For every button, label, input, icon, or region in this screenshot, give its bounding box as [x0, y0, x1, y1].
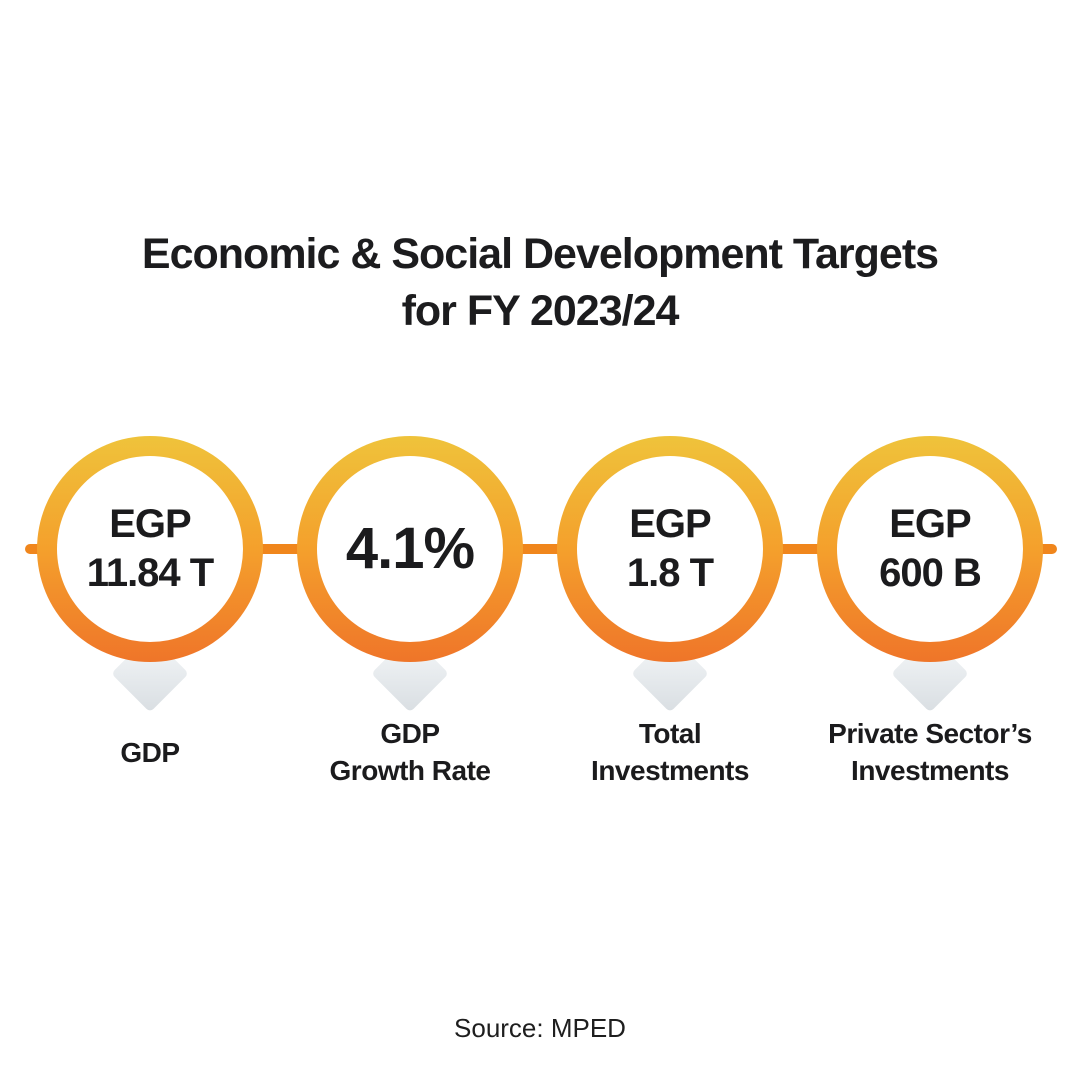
connector-line: [25, 544, 1057, 554]
kpi-label-gdp: GDP: [37, 714, 263, 790]
kpi-circles-row: EGP 11.84 T 4.1% EGP 1.8 T EGP 600 B: [0, 436, 1080, 713]
kpi-label-private-sector-investments: Private Sector’s Investments: [817, 714, 1043, 790]
kpi-value-gdp: EGP 11.84 T: [57, 456, 243, 642]
page-title-line1: Economic & Social Development Targets: [141, 230, 939, 278]
kpi-value-line1: 4.1%: [345, 516, 475, 581]
kpi-value-line1: EGP: [109, 502, 191, 546]
kpi-value-total-investments: EGP 1.8 T: [577, 456, 763, 642]
kpi-circle-gdp-growth-rate: 4.1%: [297, 436, 523, 713]
kpi-circle-total-investments: EGP 1.8 T: [557, 436, 783, 713]
kpi-label-gdp-growth-rate: GDP Growth Rate: [297, 714, 523, 790]
kpi-label-total-investments: Total Investments: [557, 714, 783, 790]
kpi-circle-gdp: EGP 11.84 T: [37, 436, 263, 713]
kpi-value-line1: EGP: [629, 502, 711, 546]
kpi-circle-private-sector-investments: EGP 600 B: [817, 436, 1043, 713]
kpi-value-private-sector-investments: EGP 600 B: [837, 456, 1023, 642]
page-title: Economic & Social Development Targets fo…: [0, 226, 1080, 340]
kpi-label-line1: Total: [638, 718, 702, 749]
kpi-value-line1: EGP: [889, 502, 971, 546]
kpi-label-line2: Growth Rate: [329, 755, 491, 786]
kpi-label-line1: GDP: [120, 736, 180, 768]
kpi-value-gdp-growth-rate: 4.1%: [317, 456, 503, 642]
kpi-labels-row: GDP GDP Growth Rate Total Investments Pr…: [0, 714, 1080, 790]
kpi-value-line2: 11.84 T: [86, 551, 214, 595]
kpi-value-line2: 1.8 T: [626, 551, 714, 595]
kpi-value-line2: 600 B: [879, 551, 982, 595]
page-title-line2: for FY 2023/24: [401, 287, 680, 335]
source-attribution: Source: MPED: [454, 1013, 626, 1043]
kpi-label-line2: Investments: [851, 755, 1009, 786]
kpi-label-line2: Investments: [591, 755, 749, 786]
kpi-label-line1: GDP: [380, 718, 440, 749]
kpi-label-line1: Private Sector’s: [828, 718, 1032, 749]
